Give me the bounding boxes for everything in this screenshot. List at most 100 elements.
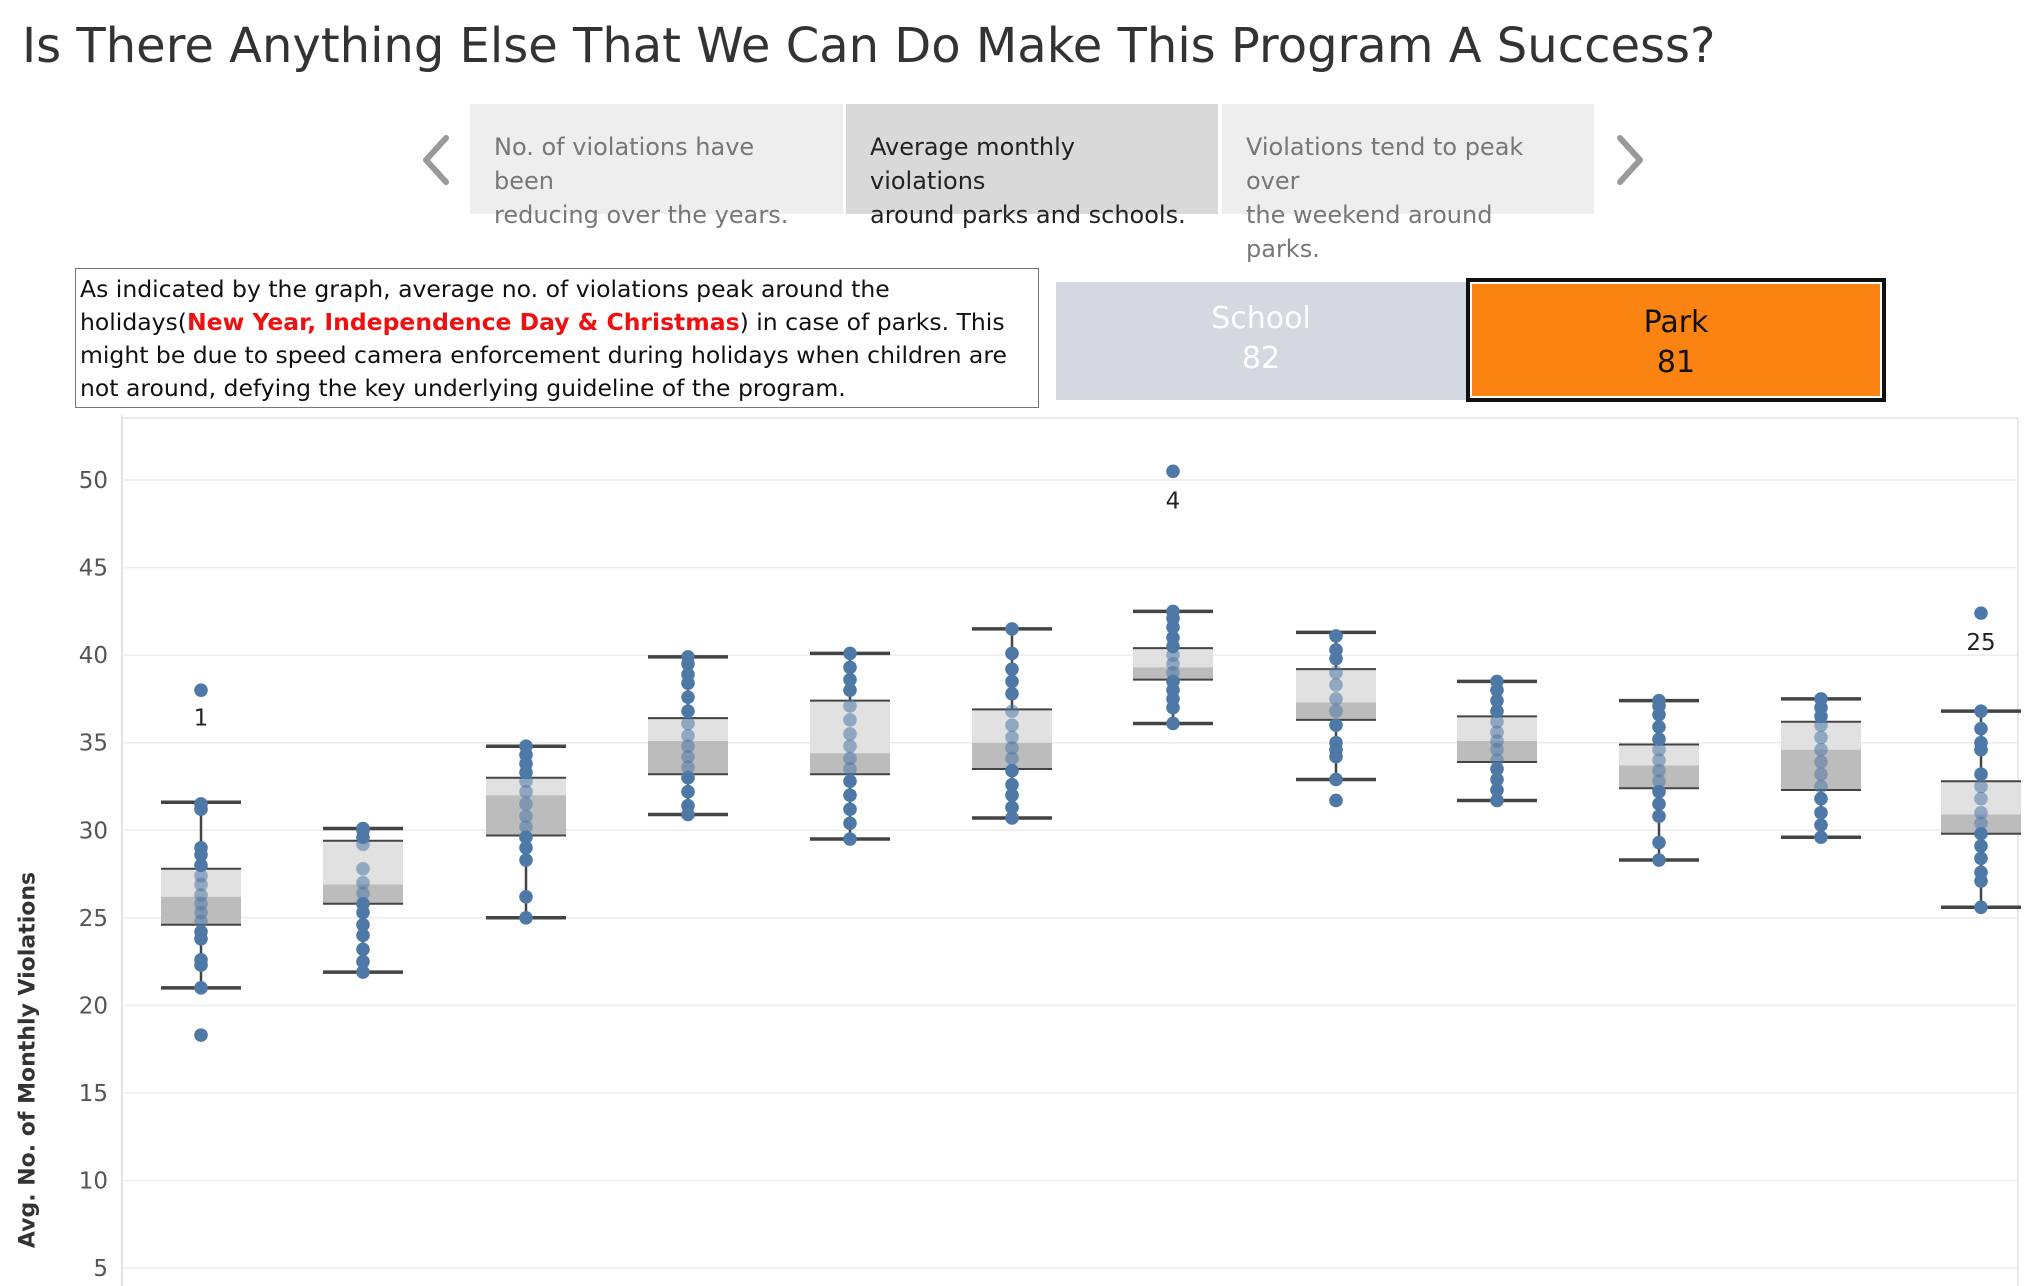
box-group [972,622,1052,825]
data-point [1652,732,1666,746]
data-point [356,821,370,836]
data-point [1974,791,1988,806]
data-point [356,954,370,969]
data-point [1166,630,1180,645]
story-point-2[interactable]: Average monthly violations around parks … [846,104,1218,229]
data-point [519,797,533,811]
story-point-1-line2: reducing over the years. [494,201,789,229]
data-point [1974,606,1988,620]
data-point [1005,741,1019,755]
data-point [356,886,370,901]
y-tick-label: 20 [79,993,108,1019]
story-point-1[interactable]: No. of violations have been reducing ove… [470,104,843,229]
data-point [519,830,533,845]
data-point [681,728,695,743]
data-point [843,699,857,713]
box-group [323,821,403,979]
data-point [1329,735,1343,750]
data-point [1005,686,1019,701]
data-point [1166,464,1180,479]
data-point [1329,772,1343,787]
data-point [519,809,533,824]
story-point-2-line1: Average monthly violations [870,133,1075,195]
data-point [843,816,857,831]
data-point [1005,646,1019,661]
data-point [356,942,370,957]
story-prev-button[interactable] [418,130,458,190]
box-group [1781,692,1861,845]
data-point [1652,809,1666,824]
story-point-3[interactable]: Violations tend to peak over the weekend… [1222,104,1594,263]
data-point [1166,716,1180,731]
data-point [843,672,857,687]
data-point [1329,678,1343,692]
data-point [1974,805,1988,820]
y-tick-label: 5 [93,1256,108,1282]
data-point [681,784,695,799]
data-point [1005,674,1019,689]
data-point [681,739,695,754]
data-point [519,739,533,754]
y-tick-label: 35 [79,731,108,757]
data-point [1652,784,1666,799]
note-text-2: ) in case of parks. This might be due to… [80,308,1007,402]
data-point [194,797,208,811]
data-point [1814,830,1828,845]
point-annotation: 1 [194,705,209,731]
y-tick-label: 40 [79,643,108,669]
data-point [681,716,695,731]
story-point-3-line1: Violations tend to peak over [1246,133,1524,195]
data-point [519,889,533,904]
data-point [1652,742,1666,757]
data-point [1974,816,1988,831]
data-point [843,832,857,846]
data-point [1005,622,1019,636]
chevron-left-icon [423,135,449,185]
page-title: Is There Anything Else That We Can Do Ma… [22,18,1716,74]
data-point [1490,674,1504,689]
story-next-button[interactable] [1608,130,1648,190]
annotation-note: As indicated by the graph, average no. o… [75,268,1039,408]
box-group [1296,629,1376,808]
data-point [843,788,857,803]
data-point [194,858,208,873]
park-filter-button[interactable]: Park 81 [1466,278,1886,402]
data-point [1005,704,1019,718]
data-point [1814,805,1828,820]
data-point [356,875,370,890]
box-plot-chart: 5 10 15 20 25 30 35 40 45 50 1 4 25 [79,415,2021,1286]
data-point [1974,767,1988,782]
data-point [1814,818,1828,832]
data-point [843,802,857,817]
park-filter-count: 81 [1656,345,1696,380]
data-point [1814,755,1828,769]
data-point [1652,797,1666,811]
data-point [1974,826,1988,841]
data-point [681,749,695,764]
data-point [1329,629,1343,643]
data-point [1974,735,1988,750]
y-tick-label: 25 [79,906,108,932]
data-point [194,925,208,939]
data-point [1974,851,1988,866]
data-point [681,760,695,775]
data-point [1814,779,1828,794]
box-group [486,739,566,925]
data-point [1329,692,1343,706]
data-point [843,683,857,697]
note-text-1: As indicated by the graph, average no. o… [80,275,890,336]
data-point [843,727,857,741]
data-point [1166,604,1180,619]
data-point [681,798,695,813]
data-point [1329,704,1343,718]
school-filter-label: School [1211,301,1311,336]
data-point [1490,793,1504,808]
data-point [843,660,857,675]
data-point [1490,772,1504,787]
data-point [1974,704,1988,718]
school-filter-button[interactable]: School 82 [1056,282,1466,400]
data-point [194,981,208,995]
data-point [1329,665,1343,680]
box-group [648,650,728,822]
box-group: 4 [1133,464,1213,731]
